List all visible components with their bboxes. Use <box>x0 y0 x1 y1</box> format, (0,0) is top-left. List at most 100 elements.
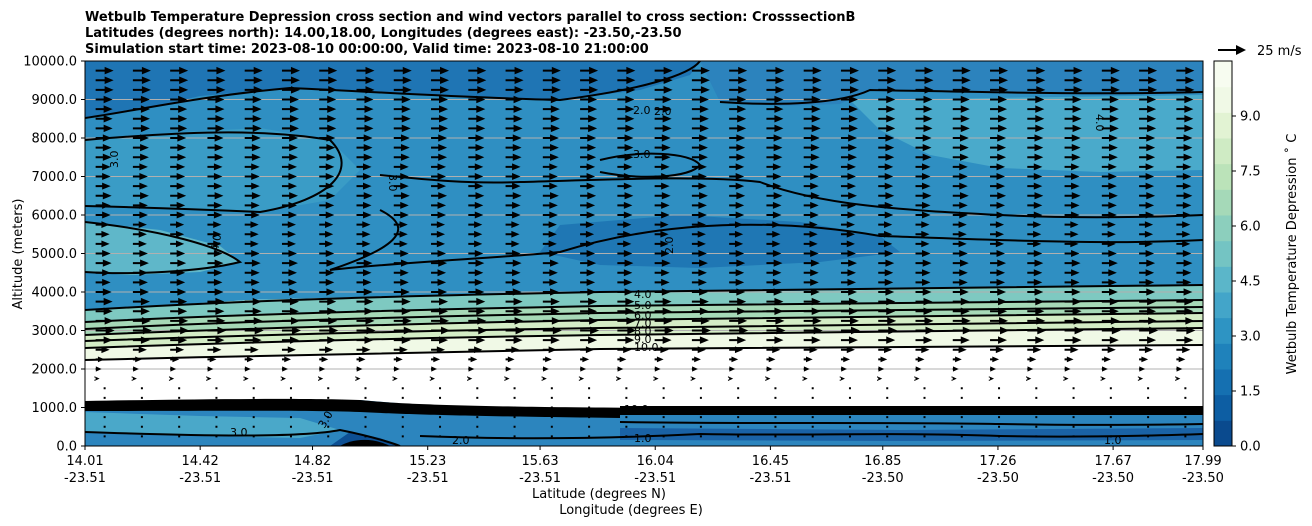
wind-vector <box>476 406 479 409</box>
wind-vector <box>1064 134 1081 142</box>
wind-vector <box>281 346 296 354</box>
wind-vector <box>327 396 330 399</box>
wind-vector <box>729 366 736 372</box>
wind-vector <box>952 288 969 296</box>
wind-vector <box>1064 115 1082 123</box>
wind-vector <box>95 336 113 344</box>
wind-vector <box>1137 376 1144 382</box>
wind-vector <box>356 144 373 152</box>
wind-vector <box>952 240 967 248</box>
wind-vector <box>617 86 636 94</box>
wind-vector <box>1064 95 1082 104</box>
wind-vector <box>915 221 930 229</box>
wind-vector <box>542 240 557 248</box>
wind-vector <box>877 376 883 382</box>
wind-vector <box>170 259 187 267</box>
wind-vector <box>103 435 106 438</box>
x-tick-label-lat: 17.26 <box>979 454 1016 469</box>
colorbar-swatch <box>1214 266 1232 293</box>
wind-vector <box>1184 416 1187 419</box>
wind-vector <box>1101 124 1119 133</box>
wind-vector <box>319 307 337 315</box>
wind-vector <box>318 376 324 382</box>
wind-vector <box>1026 376 1032 382</box>
wind-vector <box>505 173 521 180</box>
wind-vector <box>207 124 225 133</box>
wind-vector <box>729 221 744 229</box>
wind-vector <box>207 76 226 85</box>
wind-vector <box>431 317 450 325</box>
wind-vector <box>729 230 744 238</box>
wind-vector <box>1101 153 1118 161</box>
wind-vector <box>207 86 226 94</box>
wind-vector <box>542 259 559 267</box>
wind-vector <box>990 211 1006 219</box>
wind-vector <box>952 144 969 152</box>
wind-vector <box>766 336 784 344</box>
wind-vector <box>1064 192 1081 200</box>
wind-vector <box>468 250 484 257</box>
wind-vector <box>1064 66 1083 75</box>
wind-vector <box>356 211 372 219</box>
wind-vector <box>132 307 150 315</box>
wind-vector <box>729 317 748 325</box>
wind-vector <box>468 182 484 190</box>
wind-vector <box>654 269 670 277</box>
wind-vector <box>319 346 334 354</box>
wind-vector <box>1139 115 1157 123</box>
wind-vector <box>915 86 934 94</box>
wind-vector <box>1027 366 1034 372</box>
wind-vector <box>588 416 591 419</box>
wind-vector <box>915 76 934 85</box>
wind-vector <box>178 425 181 428</box>
wind-vector <box>356 317 375 325</box>
wind-vector <box>505 230 520 238</box>
wind-vector <box>513 396 516 399</box>
wind-vector <box>998 425 1001 428</box>
x-tick-label-lon: -23.51 <box>292 471 334 486</box>
wind-vector <box>95 240 110 248</box>
wind-vector <box>281 115 299 123</box>
x-tick-label-lat: 14.42 <box>182 454 219 469</box>
wind-vector <box>990 201 1006 209</box>
wind-vector <box>170 366 177 372</box>
wind-vector <box>170 211 186 219</box>
wind-vector <box>886 435 889 438</box>
wind-vector <box>878 66 897 75</box>
wind-vector <box>766 259 783 267</box>
wind-vector <box>952 356 962 363</box>
colorbar-tick-label: 9.0 <box>1240 110 1261 125</box>
wind-vector <box>617 307 635 315</box>
wind-vector <box>356 326 376 335</box>
wind-vector <box>990 297 1008 306</box>
wind-vector <box>1064 336 1082 344</box>
wind-vector <box>431 259 448 267</box>
wind-vector <box>319 192 336 200</box>
wind-vector <box>1176 66 1195 75</box>
wind-vector <box>542 76 561 85</box>
wind-vector <box>356 259 373 267</box>
wind-vector <box>848 435 851 438</box>
wind-vector <box>625 396 628 399</box>
wind-vector <box>1101 250 1117 257</box>
wind-vector <box>244 346 259 354</box>
colorbar-tick-label: 6.0 <box>1240 220 1261 235</box>
wind-vector <box>990 278 1006 286</box>
wind-vector <box>729 211 745 219</box>
wind-vector <box>550 406 553 409</box>
wind-vector <box>1139 66 1158 75</box>
wind-vector <box>542 173 558 180</box>
wind-vector <box>737 435 740 438</box>
wind-vector <box>468 124 486 133</box>
wind-vector <box>1101 307 1119 315</box>
wind-vector <box>737 425 740 428</box>
wind-vector <box>990 86 1009 94</box>
wind-vector <box>468 192 485 200</box>
wind-vector <box>729 192 746 200</box>
wind-vector <box>840 240 855 248</box>
wind-vector <box>505 307 523 315</box>
wind-vector <box>364 406 367 409</box>
wind-vector <box>1147 396 1150 399</box>
wind-vector <box>1176 307 1194 315</box>
wind-vector <box>505 211 521 219</box>
